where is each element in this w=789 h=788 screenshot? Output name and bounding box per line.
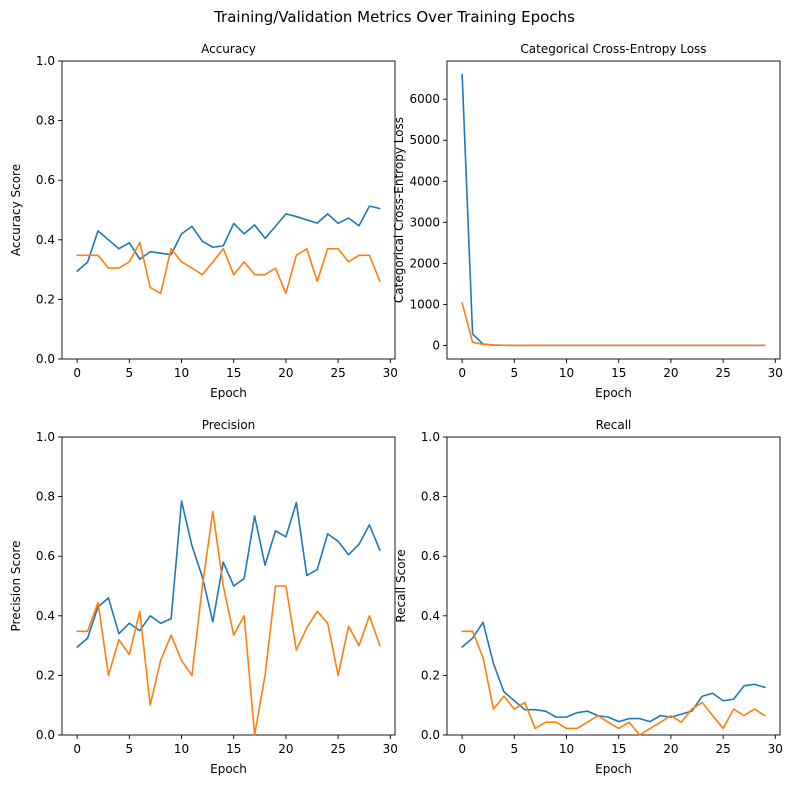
recall-xtick-label: 30	[768, 742, 783, 756]
recall-xtick-label: 0	[458, 742, 466, 756]
recall-ytick-label: 0.8	[421, 490, 440, 504]
precision-ytick-label: 1.0	[36, 430, 55, 444]
recall-xtick-label: 25	[715, 742, 730, 756]
recall-ytick-label: 1.0	[421, 430, 440, 444]
recall-ytick-label: 0.4	[421, 609, 440, 623]
categorical-cross-entropy-loss-xtick-label: 30	[768, 366, 783, 380]
categorical-cross-entropy-loss-ytick-label: 3000	[409, 215, 440, 229]
precision-xtick-label: 0	[73, 742, 81, 756]
precision-axes-frame	[61, 436, 396, 736]
accuracy-axes-frame	[61, 60, 396, 360]
categorical-cross-entropy-loss-ytick-label: 1000	[409, 297, 440, 311]
accuracy-xtick-label: 20	[278, 366, 293, 380]
accuracy-xtick-label: 25	[330, 366, 345, 380]
accuracy-series-1-line	[76, 205, 381, 272]
precision-ytick-label: 0.0	[36, 728, 55, 742]
precision-xtick-label: 20	[278, 742, 293, 756]
accuracy-xtick-label: 0	[73, 366, 81, 380]
precision-ytick-label: 0.6	[36, 549, 55, 563]
recall-xtick-label: 5	[511, 742, 519, 756]
categorical-cross-entropy-loss-ytick-label: 5000	[409, 133, 440, 147]
accuracy-title: Accuracy	[201, 42, 256, 56]
categorical-cross-entropy-loss-title: Categorical Cross-Entropy Loss	[520, 42, 706, 56]
categorical-cross-entropy-loss-ytick-label: 4000	[409, 174, 440, 188]
accuracy-xtick-label: 15	[226, 366, 241, 380]
accuracy-xlabel: Epoch	[210, 386, 247, 400]
categorical-cross-entropy-loss-xlabel: Epoch	[595, 386, 632, 400]
precision-ytick-label: 0.8	[36, 490, 55, 504]
categorical-cross-entropy-loss-ytick-label: 2000	[409, 256, 440, 270]
accuracy-xtick-label: 30	[383, 366, 398, 380]
accuracy-xtick-label: 5	[126, 366, 134, 380]
recall-xtick-label: 20	[663, 742, 678, 756]
recall-ytick-label: 0.6	[421, 549, 440, 563]
precision-title: Precision	[202, 418, 256, 432]
recall-title: Recall	[596, 418, 632, 432]
recall-series-1-line	[461, 621, 766, 723]
recall-axes-frame	[446, 436, 781, 736]
recall-xtick-label: 10	[559, 742, 574, 756]
categorical-cross-entropy-loss-ylabel: Categorical Cross-Entropy Loss	[392, 117, 406, 303]
categorical-cross-entropy-loss-xtick-label: 0	[458, 366, 466, 380]
accuracy-ytick-label: 1.0	[36, 54, 55, 68]
recall-xlabel: Epoch	[595, 762, 632, 776]
precision-xtick-label: 15	[226, 742, 241, 756]
precision-xtick-label: 5	[126, 742, 134, 756]
accuracy-ytick-label: 0.2	[36, 292, 55, 306]
accuracy-xtick-label: 10	[174, 366, 189, 380]
accuracy-ytick-label: 0.0	[36, 352, 55, 366]
categorical-cross-entropy-loss-ytick-label: 6000	[409, 92, 440, 106]
precision-ylabel: Precision Score	[9, 541, 23, 632]
categorical-cross-entropy-loss-axes-frame	[446, 60, 781, 360]
precision-xtick-label: 30	[383, 742, 398, 756]
precision-xlabel: Epoch	[210, 762, 247, 776]
recall-series-2-line	[461, 630, 766, 736]
recall-ytick-label: 0.0	[421, 728, 440, 742]
categorical-cross-entropy-loss-xtick-label: 5	[511, 366, 519, 380]
figure-title: Training/Validation Metrics Over Trainin…	[214, 8, 575, 26]
recall-ytick-label: 0.2	[421, 668, 440, 682]
accuracy-ytick-label: 0.4	[36, 233, 55, 247]
recall-xtick-label: 15	[611, 742, 626, 756]
precision-ytick-label: 0.4	[36, 609, 55, 623]
categorical-cross-entropy-loss-xtick-label: 20	[663, 366, 678, 380]
recall-ylabel: Recall Score	[394, 549, 408, 622]
categorical-cross-entropy-loss-xtick-label: 10	[559, 366, 574, 380]
accuracy-series-2-line	[76, 241, 381, 295]
categorical-cross-entropy-loss-ytick-label: 0	[432, 338, 440, 352]
categorical-cross-entropy-loss-xtick-label: 15	[611, 366, 626, 380]
precision-series-2-line	[76, 510, 381, 736]
accuracy-ylabel: Accuracy Score	[9, 164, 23, 256]
precision-ytick-label: 0.2	[36, 668, 55, 682]
precision-xtick-label: 10	[174, 742, 189, 756]
categorical-cross-entropy-loss-series-2-line	[461, 301, 766, 347]
accuracy-ytick-label: 0.6	[36, 173, 55, 187]
precision-series-1-line	[76, 500, 381, 648]
accuracy-ytick-label: 0.8	[36, 114, 55, 128]
precision-xtick-label: 25	[330, 742, 345, 756]
categorical-cross-entropy-loss-xtick-label: 25	[715, 366, 730, 380]
